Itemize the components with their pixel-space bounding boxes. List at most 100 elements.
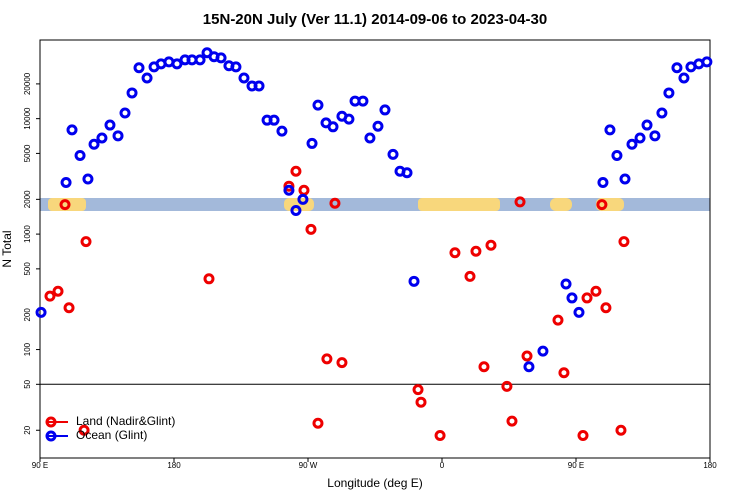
point bbox=[66, 124, 78, 136]
y-tick-label: 1000 bbox=[23, 225, 32, 243]
point bbox=[88, 138, 100, 150]
legend-marker bbox=[45, 416, 57, 428]
legend-label: Land (Nadir&Glint) bbox=[76, 414, 175, 428]
point bbox=[312, 417, 324, 429]
point bbox=[611, 149, 623, 161]
point bbox=[412, 384, 424, 396]
point bbox=[238, 72, 250, 84]
y-tick-label: 50 bbox=[23, 379, 32, 388]
point bbox=[44, 290, 56, 302]
point bbox=[171, 58, 183, 70]
point bbox=[449, 247, 461, 259]
point bbox=[60, 176, 72, 188]
point bbox=[604, 124, 616, 136]
point bbox=[514, 196, 526, 208]
point bbox=[327, 121, 339, 133]
point bbox=[521, 350, 533, 362]
point bbox=[133, 62, 145, 74]
land-patch bbox=[418, 198, 500, 211]
point bbox=[126, 87, 138, 99]
point bbox=[618, 236, 630, 248]
point bbox=[96, 132, 108, 144]
land-patch bbox=[48, 198, 86, 211]
point bbox=[59, 199, 71, 211]
point bbox=[626, 138, 638, 150]
point bbox=[581, 292, 593, 304]
point bbox=[321, 353, 333, 365]
point bbox=[671, 62, 683, 74]
point bbox=[336, 357, 348, 369]
point bbox=[478, 361, 490, 373]
point bbox=[558, 367, 570, 379]
chart-title: 15N-20N July (Ver 11.1) 2014-09-06 to 20… bbox=[203, 11, 547, 28]
point bbox=[641, 119, 653, 131]
y-tick-label: 100 bbox=[23, 342, 32, 356]
point bbox=[615, 424, 627, 436]
land-patch bbox=[550, 198, 572, 211]
point bbox=[600, 302, 612, 314]
point bbox=[656, 107, 668, 119]
point bbox=[283, 180, 295, 192]
point bbox=[415, 396, 427, 408]
x-tick-label: 0 bbox=[440, 461, 445, 470]
point bbox=[485, 239, 497, 251]
x-tick-label: 90 E bbox=[32, 461, 48, 470]
point bbox=[276, 125, 288, 137]
point bbox=[253, 80, 265, 92]
point bbox=[74, 149, 86, 161]
point bbox=[297, 193, 309, 205]
ocean-strip bbox=[40, 198, 710, 211]
point bbox=[298, 184, 310, 196]
y-tick-label: 20 bbox=[23, 425, 32, 434]
point bbox=[230, 61, 242, 73]
point bbox=[372, 120, 384, 132]
point bbox=[80, 236, 92, 248]
point bbox=[701, 56, 713, 68]
point bbox=[63, 302, 75, 314]
point bbox=[329, 197, 341, 209]
point bbox=[364, 132, 376, 144]
y-tick-label: 20000 bbox=[23, 72, 32, 95]
point bbox=[215, 52, 227, 64]
point bbox=[312, 99, 324, 111]
point bbox=[596, 199, 608, 211]
point bbox=[464, 270, 476, 282]
point bbox=[104, 119, 116, 131]
plot-frame bbox=[39, 39, 711, 459]
y-axis-label: N Total bbox=[0, 230, 14, 267]
point bbox=[401, 167, 413, 179]
point bbox=[634, 132, 646, 144]
point bbox=[408, 275, 420, 287]
point bbox=[663, 87, 675, 99]
point bbox=[112, 130, 124, 142]
x-tick-label: 180 bbox=[167, 461, 181, 470]
point bbox=[119, 107, 131, 119]
point bbox=[268, 114, 280, 126]
point bbox=[552, 314, 564, 326]
y-tick-label: 200 bbox=[23, 308, 32, 322]
point bbox=[434, 430, 446, 442]
point bbox=[290, 165, 302, 177]
point bbox=[649, 130, 661, 142]
x-tick-label: 180 bbox=[703, 461, 717, 470]
point bbox=[306, 137, 318, 149]
point bbox=[387, 148, 399, 160]
point bbox=[501, 380, 513, 392]
legend-label: Ocean (Glint) bbox=[76, 428, 147, 442]
point bbox=[283, 184, 295, 196]
point bbox=[566, 292, 578, 304]
legend-marker bbox=[45, 430, 57, 442]
point bbox=[343, 113, 355, 125]
point bbox=[560, 278, 572, 290]
point bbox=[678, 72, 690, 84]
point bbox=[537, 345, 549, 357]
point bbox=[82, 173, 94, 185]
y-tick-label: 10000 bbox=[23, 107, 32, 130]
point bbox=[141, 72, 153, 84]
point bbox=[470, 245, 482, 257]
x-axis-label: Longitude (deg E) bbox=[327, 476, 422, 490]
y-tick-label: 500 bbox=[23, 262, 32, 276]
map-strip bbox=[40, 198, 710, 211]
